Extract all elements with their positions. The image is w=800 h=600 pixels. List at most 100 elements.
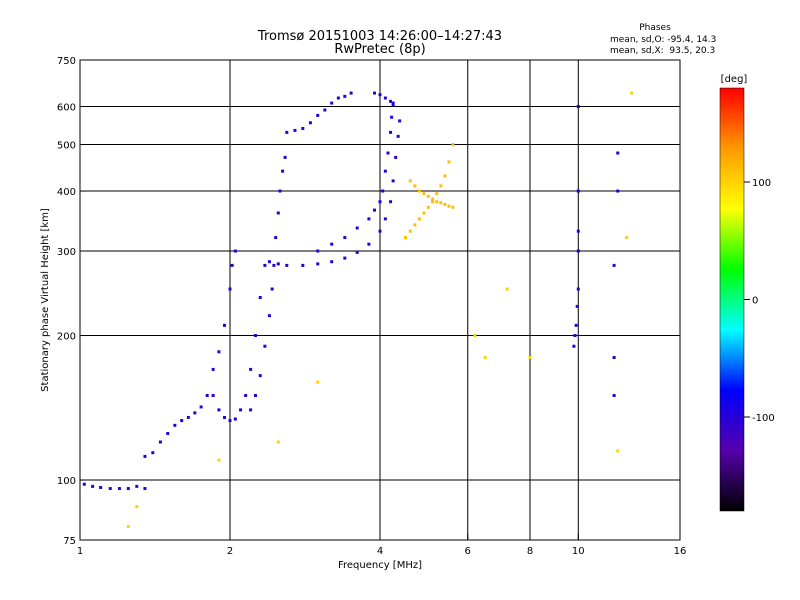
data-point [126,487,130,491]
colorbar-ticks: 100 0 -100 [744,178,775,424]
data-point [293,128,297,132]
data-point [435,200,439,204]
data-point [135,484,139,488]
chart-subtitle: RwPretec (8p) [334,42,425,57]
data-point [108,487,112,491]
data-point [576,287,580,291]
data-point [126,525,130,529]
data-point [244,394,248,398]
data-point [186,415,190,419]
data-point [258,374,262,378]
data-point [301,126,305,130]
colorbar-tick-label: -100 [752,413,775,424]
data-point [217,458,221,462]
data-point [99,485,103,489]
colorbar [719,87,745,512]
data-point [616,151,620,155]
data-point [616,189,620,193]
data-point [367,217,371,221]
x-tick-label: 6 [465,546,471,557]
data-point [343,256,347,260]
data-point [396,134,400,138]
data-point [390,115,394,119]
data-point [343,236,347,240]
data-point [574,323,578,327]
x-tick-label: 2 [227,546,233,557]
data-point [263,344,267,348]
data-point [180,419,184,423]
data-point [435,192,439,196]
data-point [378,93,382,97]
data-point [576,229,580,233]
y-tick-label: 500 [57,141,76,152]
data-point [199,405,203,409]
data-point [253,394,257,398]
y-tick-label: 200 [57,332,76,343]
data-point [386,151,390,155]
data-point [625,236,629,240]
x-axis-label: Frequency [MHz] [338,560,422,571]
data-point [612,394,616,398]
data-point [612,355,616,359]
data-point [267,314,271,318]
data-point [431,200,435,204]
data-point [193,411,197,415]
data-point [272,263,276,267]
y-tick-label: 600 [57,103,76,114]
data-point [301,263,305,267]
data-point [378,229,382,233]
data-point [228,419,232,423]
data-point [422,211,426,215]
data-point [528,355,532,359]
data-point [439,184,443,188]
data-point [249,408,253,412]
data-point [233,249,237,253]
data-point [267,260,271,264]
data-point [249,367,253,371]
data-point [612,263,616,267]
data-point [143,454,147,458]
data-point [274,236,278,240]
data-point [367,242,371,246]
colorbar-tick-label: 100 [752,178,771,189]
data-points [82,91,634,529]
data-point [483,355,487,359]
x-tick-label: 10 [572,546,585,557]
stats-line-x: mean, sd,X: 93.5, 20.3 [610,46,715,56]
data-point [173,423,177,427]
data-point [281,169,285,173]
data-point [576,249,580,253]
data-point [381,189,385,193]
data-point [166,432,170,436]
data-point [316,262,320,266]
data-point [230,263,234,267]
data-point [278,189,282,193]
data-point [223,323,227,327]
data-point [205,394,209,398]
data-point [576,189,580,193]
stats-header: Phases [639,23,671,33]
data-point [439,201,443,205]
data-point [431,197,435,201]
y-tick-label: 400 [57,187,76,198]
data-point [143,487,147,491]
data-point [630,91,634,95]
data-point [447,160,451,164]
data-point [573,334,577,338]
colorbar-label: [deg] [721,74,748,85]
data-point [316,380,320,384]
data-point [383,96,387,100]
data-point [373,208,377,212]
data-point [576,105,580,109]
data-point [443,174,447,178]
data-point [403,236,407,240]
y-tick-label: 75 [63,536,76,547]
x-tick-label: 1 [77,546,83,557]
y-tick-label: 750 [57,56,76,67]
data-point [82,482,86,486]
data-point [117,487,121,491]
data-point [263,263,267,267]
data-point [408,229,412,233]
data-point [316,249,320,253]
